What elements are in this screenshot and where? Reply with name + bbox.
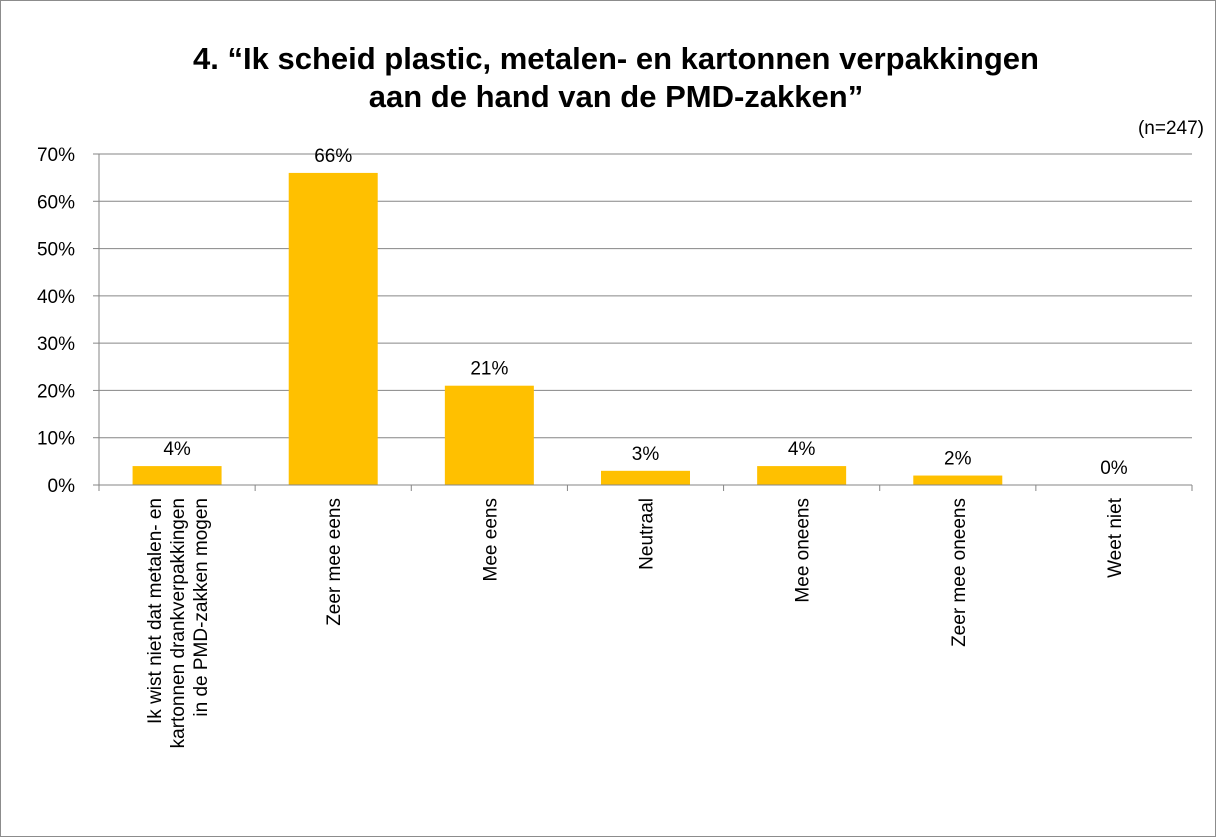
x-category-label: Weet niet [1105, 497, 1126, 578]
data-label: 3% [632, 444, 660, 465]
data-label: 0% [1100, 458, 1128, 479]
bar [444, 385, 534, 485]
data-label: 2% [944, 449, 972, 470]
bar [913, 475, 1003, 485]
chart-title-line: aan de hand van de PMD-zakken” [369, 79, 863, 114]
axes [93, 153, 1193, 491]
y-axis-tick-labels: 0% 10% 20% 30% 40% 50% 60% 70% [37, 145, 75, 497]
data-label: 4% [788, 439, 816, 460]
y-tick-label: 60% [37, 192, 75, 213]
y-tick-label: 30% [37, 334, 75, 355]
data-label: 21% [470, 359, 508, 380]
bar [132, 466, 222, 485]
y-tick-label: 0% [48, 476, 76, 497]
x-axis-category-labels: Ik wist niet dat metalen- en kartonnen dr… [145, 497, 1126, 748]
x-category-label: in de PMD-zakken mogen [191, 498, 212, 717]
y-tick-label: 20% [37, 381, 75, 402]
y-tick-label: 40% [37, 287, 75, 308]
chart-title-line: 4. “Ik scheid plastic, metalen- en karto… [193, 41, 1039, 76]
y-tick-label: 70% [37, 145, 75, 166]
data-label: 4% [163, 439, 191, 460]
x-category-label: Mee eens [480, 498, 501, 581]
bar [601, 470, 690, 485]
y-tick-label: 10% [37, 429, 75, 450]
x-category-label: Neutraal [637, 498, 658, 570]
chart-title: 4. “Ik scheid plastic, metalen- en karto… [193, 41, 1039, 114]
y-tick-label: 50% [37, 240, 75, 261]
x-category-label: Zeer mee eens [324, 498, 345, 626]
bar [288, 172, 378, 485]
x-category-label: kartonnen drankverpakkingen [168, 498, 189, 748]
sample-size-note: (n=247) [1138, 118, 1204, 139]
gridlines [99, 153, 1192, 439]
x-category-label: Ik wist niet dat metalen- en [145, 498, 166, 724]
data-labels: 4% 66% 21% 3% 4% 2% 0% [163, 146, 1127, 479]
bars [132, 172, 1003, 485]
x-category-label: Mee oneens [793, 498, 814, 603]
bar [757, 466, 847, 485]
x-category-label: Zeer mee oneens [949, 498, 970, 647]
data-label: 66% [314, 146, 352, 167]
